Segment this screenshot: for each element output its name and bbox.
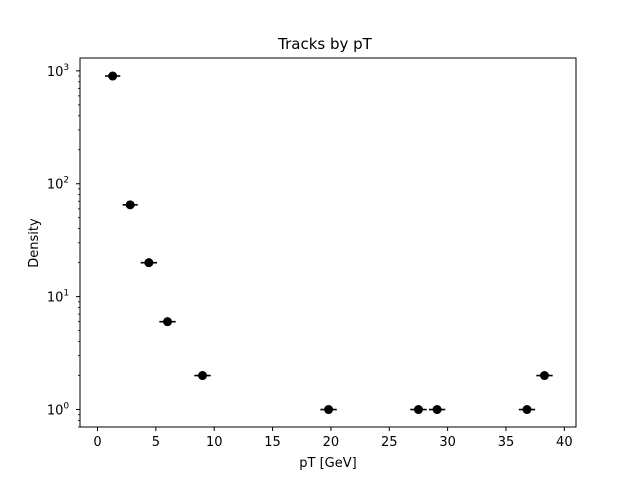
y-tick-exponent: 3 xyxy=(63,63,69,73)
y-axis-label: Density xyxy=(27,218,42,268)
y-tick-base: 10 xyxy=(47,404,64,419)
plot-area xyxy=(105,71,553,415)
data-point xyxy=(108,71,118,81)
data-point xyxy=(163,317,173,327)
y-tick-base: 10 xyxy=(47,178,64,193)
data-point xyxy=(413,405,423,415)
x-axis-label: pT [GeV] xyxy=(299,456,356,471)
x-tick-label: 15 xyxy=(264,435,281,450)
x-tick-label: 10 xyxy=(206,435,223,450)
y-tick-base: 10 xyxy=(47,65,64,80)
data-point xyxy=(125,200,135,210)
data-point xyxy=(522,405,532,415)
data-point xyxy=(198,371,208,381)
y-tick-label: 100 xyxy=(47,402,70,419)
y-tick-exponent: 0 xyxy=(63,402,69,412)
data-point xyxy=(432,405,442,415)
x-tick-label: 30 xyxy=(439,435,456,450)
y-tick-label: 103 xyxy=(47,63,69,80)
x-tick-label: 20 xyxy=(323,435,340,450)
data-point xyxy=(324,405,334,415)
y-tick-label: 102 xyxy=(47,176,69,193)
x-tick-label: 5 xyxy=(152,435,160,450)
y-tick-exponent: 1 xyxy=(63,289,69,299)
x-axis: 0 5 10 15 20 25 30 35 40 xyxy=(93,427,573,450)
x-tick-label: 40 xyxy=(556,435,573,450)
chart-title: Tracks by pT xyxy=(277,35,373,53)
y-tick-base: 10 xyxy=(47,291,64,306)
x-tick-label: 25 xyxy=(381,435,398,450)
x-tick-label: 0 xyxy=(93,435,101,450)
data-point xyxy=(144,258,154,268)
y-tick-exponent: 2 xyxy=(63,176,69,186)
y-tick-label: 101 xyxy=(47,289,69,306)
data-point xyxy=(539,371,549,381)
x-tick-label: 35 xyxy=(498,435,515,450)
